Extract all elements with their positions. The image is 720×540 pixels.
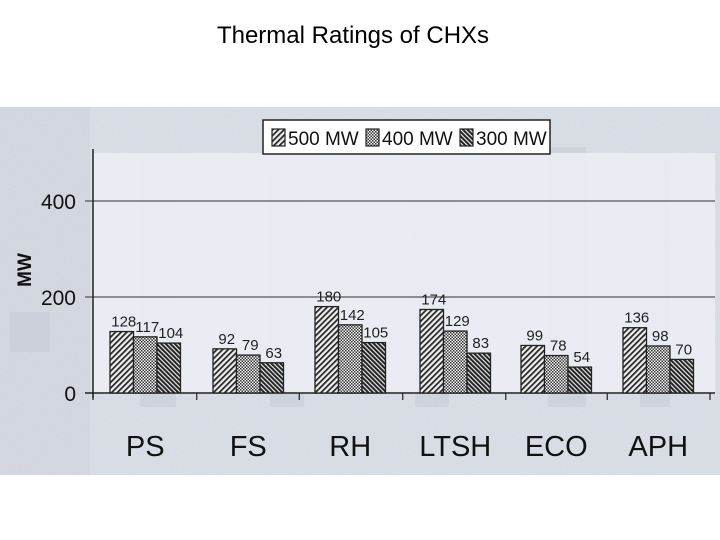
y-axis-label: MW <box>15 253 36 287</box>
x-tick-label-ps: PS <box>126 431 165 463</box>
bar-ltsh-300mw <box>466 352 492 394</box>
x-tick-labels: PS FS RH LTSH ECO APH <box>126 431 688 463</box>
bar-ltsh-400mw <box>442 330 468 394</box>
legend-label: 500 MW <box>288 129 359 150</box>
bar-value-label: 180 <box>316 289 341 306</box>
bar-value-label: 104 <box>158 325 183 342</box>
bar-value-label: 83 <box>472 335 489 352</box>
bar-rh-500mw <box>314 305 340 394</box>
bar-value-label: 129 <box>445 313 470 330</box>
y-tick-label: 400 <box>41 191 76 214</box>
legend-swatch <box>271 128 286 147</box>
bar-value-label: 92 <box>218 331 235 348</box>
x-tick-label-aph: APH <box>628 431 688 463</box>
bars <box>109 305 695 394</box>
bar-value-label: 79 <box>242 337 259 354</box>
slide-title: Thermal Ratings of CHXs <box>216 22 490 49</box>
legend-box <box>262 119 551 155</box>
bar-rh-300mw <box>361 341 387 394</box>
bar-value-label: 117 <box>135 319 159 336</box>
bar-value-label: 105 <box>363 325 388 342</box>
legend-swatch <box>459 128 474 147</box>
y-tick-label: 0 <box>64 383 76 406</box>
bar-rh-400mw <box>337 324 363 394</box>
bar-eco-400mw <box>543 354 569 394</box>
x-tick-label-eco: ECO <box>525 431 588 463</box>
bar-aph-500mw <box>622 327 648 394</box>
scanned-chart-image: 0 200 400 128 92 180 174 99 136 117 79 142 129 78 98 1… <box>0 107 720 475</box>
bar-value-label: 136 <box>624 310 649 327</box>
bar-value-label: 54 <box>573 349 590 366</box>
bar-fs-400mw <box>235 354 261 394</box>
legend-swatch <box>365 128 380 147</box>
bar-ps-400mw <box>132 336 158 394</box>
x-tick-label-ltsh: LTSH <box>419 431 491 463</box>
bar-eco-500mw <box>520 344 546 394</box>
x-tick-label-rh: RH <box>329 431 371 463</box>
value-labels: 128 92 180 174 99 136 117 79 142 129 78 98 104 63 105 8… <box>111 289 692 366</box>
bar-value-label: 128 <box>111 314 136 331</box>
legend-label: 400 MW <box>382 129 453 150</box>
bar-value-label: 78 <box>550 338 567 355</box>
bar-value-label: 174 <box>421 291 446 308</box>
bar-fs-500mw <box>212 348 238 394</box>
bar-value-label: 99 <box>526 327 543 344</box>
bar-ps-500mw <box>109 330 135 394</box>
bar-value-label: 142 <box>340 307 365 324</box>
y-tick-labels: 0 200 400 <box>41 191 76 406</box>
axes <box>85 149 715 400</box>
bar-fs-300mw <box>259 362 285 394</box>
y-tick-label: 200 <box>41 287 76 310</box>
gridlines <box>85 200 715 298</box>
bar-eco-300mw <box>567 366 593 394</box>
bar-value-label: 63 <box>265 345 282 362</box>
bar-aph-300mw <box>669 358 695 394</box>
bar-value-label: 98 <box>652 328 669 345</box>
plot-area <box>93 153 715 393</box>
legend: 500 MW 400 MW 300 MW <box>262 119 551 155</box>
bar-ps-300mw <box>156 342 182 394</box>
bar-ltsh-500mw <box>419 308 445 394</box>
x-tick-label-fs: FS <box>230 431 267 463</box>
bar-value-label: 70 <box>675 341 692 358</box>
legend-label: 300 MW <box>476 129 547 150</box>
bar-aph-400mw <box>645 345 671 394</box>
